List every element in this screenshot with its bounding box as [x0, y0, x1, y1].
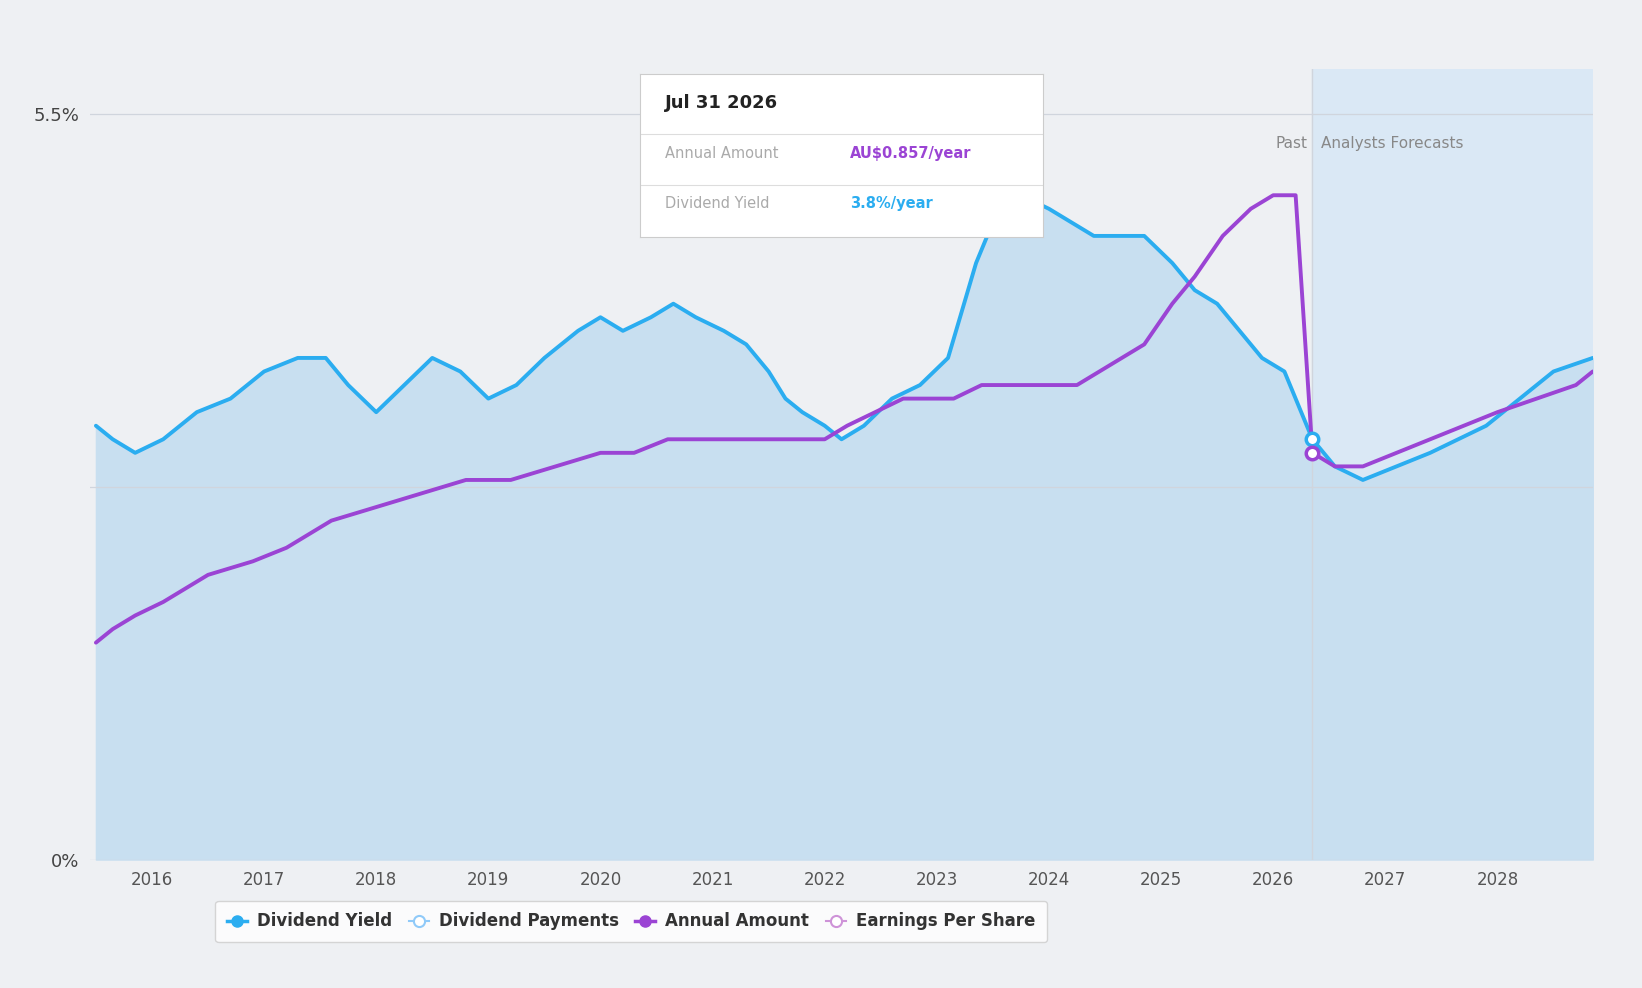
Legend: Dividend Yield, Dividend Payments, Annual Amount, Earnings Per Share: Dividend Yield, Dividend Payments, Annua… [215, 901, 1048, 943]
Text: Dividend Yield: Dividend Yield [665, 197, 768, 211]
Bar [1312, 69, 1593, 860]
Text: Annual Amount: Annual Amount [665, 146, 778, 161]
Text: 3.8%/year: 3.8%/year [849, 197, 933, 211]
Text: Jul 31 2026: Jul 31 2026 [665, 94, 778, 112]
Text: Past: Past [1276, 136, 1309, 151]
Text: AU$0.857/year: AU$0.857/year [849, 146, 970, 161]
Text: Analysts Forecasts: Analysts Forecasts [1322, 136, 1465, 151]
